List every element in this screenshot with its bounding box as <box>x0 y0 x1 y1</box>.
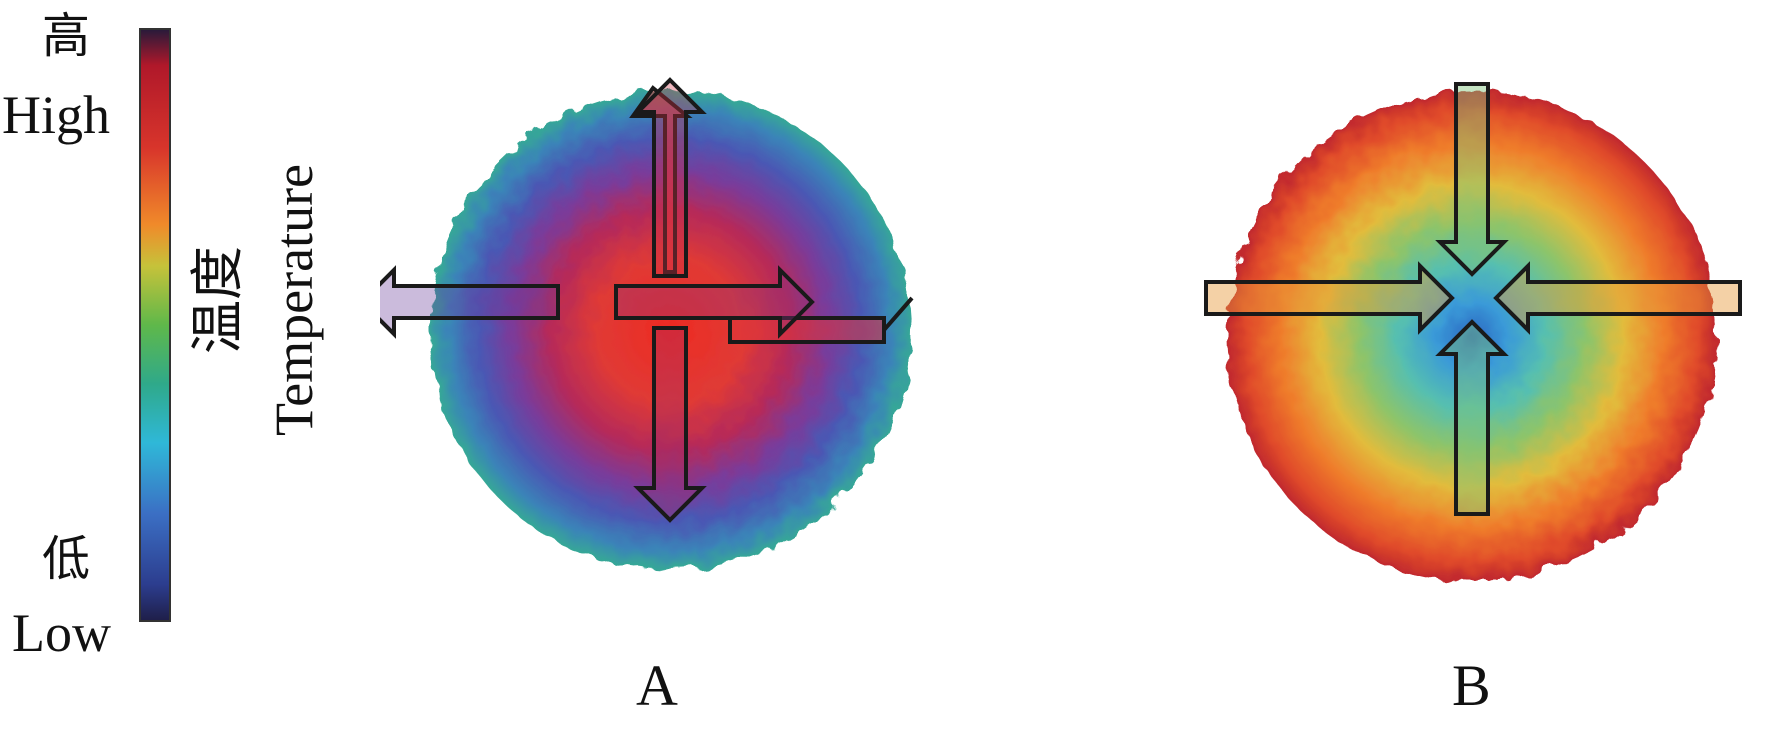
panel-b-thermal-image <box>1172 46 1772 626</box>
temperature-title-en: Temperature <box>264 163 324 437</box>
panel-b-disc <box>1227 91 1717 581</box>
legend-high-en: High <box>2 85 110 145</box>
panel-a-thermal-image <box>380 40 960 620</box>
panel-a-label: A <box>636 653 678 718</box>
panel-b-label: B <box>1452 653 1491 718</box>
inward-arrows-icon <box>1204 82 1742 516</box>
temperature-title-cn: 温度 <box>186 246 249 354</box>
panel-a-svg <box>380 77 914 570</box>
panel-b-svg <box>1204 82 1742 581</box>
legend-high-cn: 高 <box>42 8 91 64</box>
temperature-color-bar <box>139 28 171 622</box>
legend-low-cn: 低 <box>42 531 91 587</box>
legend-low-en: Low <box>12 603 111 663</box>
